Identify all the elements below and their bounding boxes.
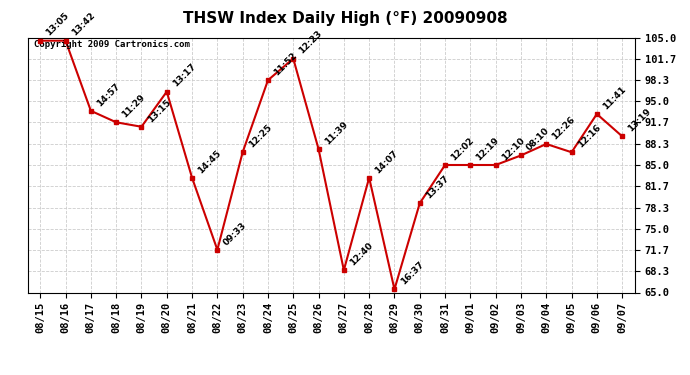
Text: 09:33: 09:33 <box>221 220 248 247</box>
Text: 14:57: 14:57 <box>95 81 122 108</box>
Text: 16:37: 16:37 <box>399 260 425 286</box>
Text: Copyright 2009 Cartronics.com: Copyright 2009 Cartronics.com <box>34 40 190 49</box>
Text: 12:02: 12:02 <box>449 136 475 162</box>
Text: 12:19: 12:19 <box>475 135 501 162</box>
Text: 13:15: 13:15 <box>146 98 172 124</box>
Text: 12:26: 12:26 <box>551 115 577 141</box>
Text: 14:45: 14:45 <box>196 148 223 175</box>
Text: 11:39: 11:39 <box>323 120 349 146</box>
Text: 12:25: 12:25 <box>247 123 273 150</box>
Text: 12:40: 12:40 <box>348 241 375 267</box>
Text: 11:29: 11:29 <box>120 93 147 120</box>
Text: 12:23: 12:23 <box>297 29 324 56</box>
Text: THSW Index Daily High (°F) 20090908: THSW Index Daily High (°F) 20090908 <box>183 11 507 26</box>
Text: 12:10: 12:10 <box>500 136 526 162</box>
Text: 12:16: 12:16 <box>575 123 602 150</box>
Text: 13:05: 13:05 <box>44 11 71 38</box>
Text: 13:19: 13:19 <box>627 107 653 134</box>
Text: 11:41: 11:41 <box>601 84 628 111</box>
Text: 08:10: 08:10 <box>525 126 551 153</box>
Text: 13:42: 13:42 <box>70 11 97 38</box>
Text: 13:17: 13:17 <box>171 62 197 89</box>
Text: 14:07: 14:07 <box>373 148 400 175</box>
Text: 13:37: 13:37 <box>424 174 451 201</box>
Text: 11:52: 11:52 <box>272 51 299 77</box>
